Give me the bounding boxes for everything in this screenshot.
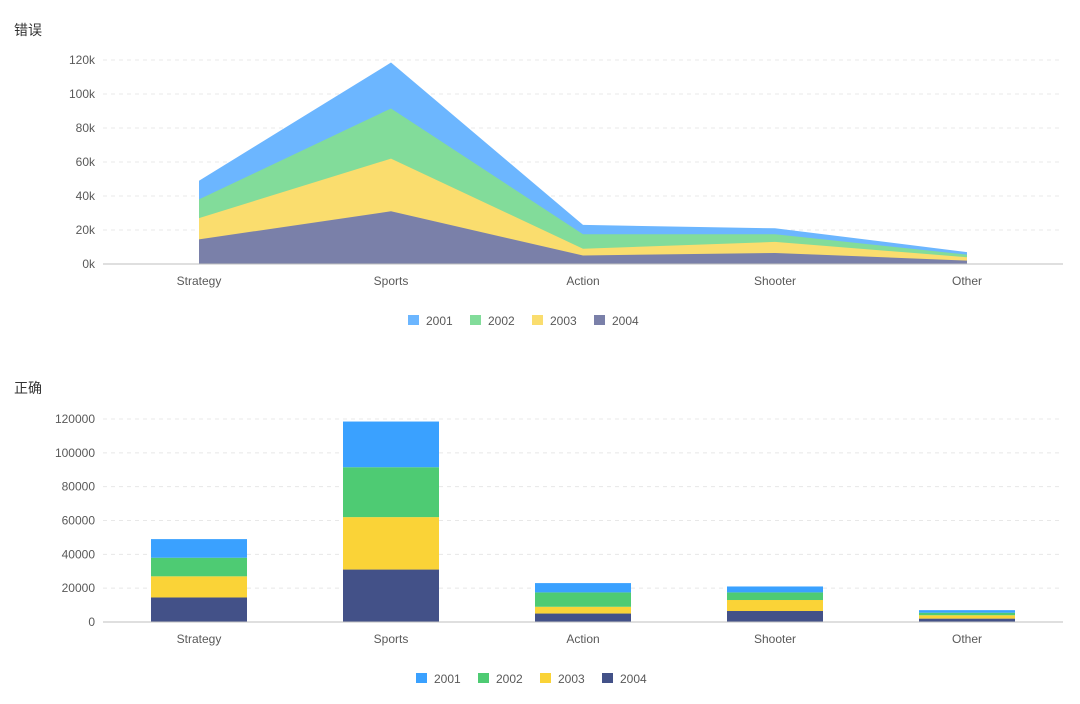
x-tick-label-sports: Sports [374, 632, 409, 646]
y-tick-label: 40k [76, 189, 96, 203]
bar-2001-shooter [727, 586, 823, 593]
legend-label: 2003 [558, 672, 585, 686]
y-tick-label: 60000 [62, 514, 96, 528]
legend-label: 2003 [550, 314, 577, 328]
bar-2004-shooter [727, 611, 823, 622]
x-tick-label-action: Action [566, 632, 599, 646]
x-tick-label-shooter: Shooter [754, 274, 796, 288]
y-tick-label: 0k [82, 257, 96, 271]
legend-label: 2004 [612, 314, 639, 328]
x-tick-label-other: Other [952, 632, 982, 646]
y-tick-label: 40000 [62, 547, 96, 561]
bar-2001-sports [343, 421, 439, 468]
legend-swatch [602, 673, 613, 683]
bar-2003-shooter [727, 600, 823, 612]
legend-label: 2001 [434, 672, 461, 686]
bar-2002-other [919, 612, 1015, 616]
bar-2002-sports [343, 467, 439, 518]
y-tick-label: 20k [76, 223, 96, 237]
bar-2003-other [919, 615, 1015, 619]
x-tick-label-other: Other [952, 274, 982, 288]
legend-item-2003: 2003 [540, 672, 585, 686]
legend-swatch [416, 673, 427, 683]
y-tick-label: 80k [76, 121, 96, 135]
bar-2002-strategy [151, 557, 247, 577]
bar-2001-strategy [151, 539, 247, 558]
legend-label: 2004 [620, 672, 647, 686]
bar-2001-action [535, 583, 631, 593]
y-tick-label: 120k [69, 53, 96, 67]
x-tick-label-shooter: Shooter [754, 632, 796, 646]
legend-swatch [540, 673, 551, 683]
legend-swatch [532, 315, 543, 325]
x-tick-label-strategy: Strategy [177, 274, 222, 288]
legend-item-2003: 2003 [532, 314, 577, 328]
legend-label: 2002 [496, 672, 523, 686]
x-tick-label-sports: Sports [374, 274, 409, 288]
area-series-2004 [199, 211, 967, 264]
legend-item-2004: 2004 [594, 314, 639, 328]
y-tick-label: 100000 [55, 446, 95, 460]
legend-item-2001: 2001 [408, 314, 453, 328]
legend-label: 2002 [488, 314, 515, 328]
chart-title-correct: 正确 [14, 381, 42, 397]
x-tick-label-action: Action [566, 274, 599, 288]
y-tick-label: 100k [69, 87, 96, 101]
legend-swatch [470, 315, 481, 325]
legend-item-2001: 2001 [416, 672, 461, 686]
bar-chart-correct: 0 20000 40000 60000 80000 100000 120000 Strateg… [55, 412, 1063, 686]
y-tick-label: 120000 [55, 412, 95, 426]
bar-2002-shooter [727, 592, 823, 601]
legend-swatch [478, 673, 489, 683]
legend-item-2002: 2002 [470, 314, 515, 328]
bar-2003-strategy [151, 576, 247, 598]
bar-2004-action [535, 613, 631, 622]
legend-swatch [408, 315, 419, 325]
bar-2001-other [919, 610, 1015, 613]
x-tick-label-strategy: Strategy [177, 632, 222, 646]
bar-2004-sports [343, 569, 439, 622]
legend-item-2004: 2004 [602, 672, 647, 686]
legend-label: 2001 [426, 314, 453, 328]
bar-2002-action [535, 592, 631, 607]
y-tick-label: 60k [76, 155, 96, 169]
bar-2003-action [535, 606, 631, 614]
bar-2004-other [919, 618, 1015, 622]
bar-2003-sports [343, 517, 439, 570]
legend-swatch [594, 315, 605, 325]
chart-title-error: 错误 [14, 23, 42, 39]
legend-item-2002: 2002 [478, 672, 523, 686]
bar-2004-strategy [151, 597, 247, 622]
area-chart-error: 0k 20k 40k 60k 80k 100k 120k Strategy Sports Acti… [69, 53, 1063, 328]
y-tick-label: 20000 [62, 581, 96, 595]
y-tick-label: 0 [88, 615, 95, 629]
y-tick-label: 80000 [62, 480, 96, 494]
